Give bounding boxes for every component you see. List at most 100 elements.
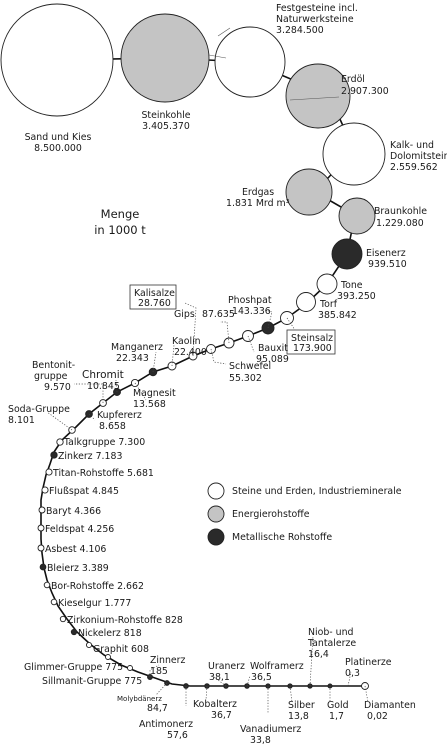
label-steinkohle-name: Steinkohle — [141, 110, 190, 121]
label-asbest: Asbest 4.106 — [45, 544, 106, 555]
label-bor: Bor-Rohstoffe 2.662 — [51, 581, 144, 592]
label-zinkerz: Zinkerz 7.183 — [58, 451, 122, 462]
node-kieselgur — [50, 598, 58, 606]
legend-metall-label: Metallische Rohstoffe — [232, 532, 332, 543]
node-graphit — [85, 641, 93, 649]
box-steinsalz — [286, 329, 336, 355]
label-soda-value: 8.101 — [8, 415, 35, 426]
label-kupfererz-value: 8.658 — [99, 421, 126, 432]
label-molybdaen-value: 84,7 — [147, 703, 168, 714]
node-braunkohle — [338, 197, 376, 235]
label-niob-name: Niob- und — [308, 627, 354, 638]
label-torf-value: 385.842 — [318, 310, 357, 321]
node-sand-und-kies — [0, 3, 114, 117]
node-glimmer — [105, 654, 111, 660]
node-bor — [43, 581, 51, 589]
diagram-title-line1: Menge — [101, 207, 140, 221]
label-braunkohle-name: Braunkohle — [374, 206, 427, 217]
label-silber-name: Silber — [288, 700, 315, 711]
label-diamanten-value: 0,02 — [367, 711, 388, 722]
node-eisenerz — [331, 238, 363, 270]
label-platin-value: 0,3 — [345, 668, 360, 679]
label-zirkonium: Zirkonium-Rohstoffe 828 — [67, 615, 183, 626]
node-flussspat — [41, 486, 49, 494]
label-gips-name: Gips — [174, 309, 195, 320]
label-kieselgur: Kieselgur 1.777 — [58, 598, 131, 609]
label-erdoel-value: 2.907.300 — [341, 86, 389, 97]
label-manganerz-name: Manganerz — [111, 342, 163, 353]
label-talk: Talkgruppe 7.300 — [63, 437, 145, 448]
node-sillimanit — [127, 665, 133, 671]
label-bentonit-name: Bentonit- — [32, 360, 75, 371]
label-schwefel-value: 55.302 — [229, 373, 262, 384]
label-graphit: Graphit 608 — [93, 644, 149, 655]
label-antimon-value: 57,6 — [167, 730, 188, 741]
label-erdoel-name: Erdöl — [341, 74, 365, 85]
label-manganerz-value: 22.343 — [116, 353, 149, 364]
label-flussspat: Flußspat 4.845 — [49, 486, 119, 497]
label-zinnerz-name: Zinnerz — [150, 655, 186, 666]
label-kalk-name2: Dolomitsteine — [390, 151, 447, 162]
legend-stein-swatch — [207, 482, 225, 500]
label-baryt: Baryt 4.366 — [46, 506, 101, 517]
label-magnesit-name: Magnesit — [133, 388, 176, 399]
label-gold-name: Gold — [327, 700, 349, 711]
label-uranerz-name: Uranerz — [208, 661, 245, 672]
label-glimmer: Glimmer-Gruppe 775 — [24, 662, 123, 673]
label-platin-name: Platinerze — [345, 657, 392, 668]
label-phoshpat-value: 143.336 — [232, 306, 271, 317]
label-magnesit-value: 13.568 — [133, 399, 166, 410]
label-bauxit-name: Bauxit — [258, 343, 288, 354]
label-wolfram-value: 36,5 — [251, 672, 272, 683]
node-kalk-und-dolomitsteine — [322, 122, 386, 186]
label-kobalt-value: 36,7 — [211, 710, 232, 721]
label-soda-name: Soda-Gruppe — [8, 404, 70, 415]
label-antimon-name: Antimonerz — [139, 719, 193, 730]
legend-energie-swatch — [207, 505, 225, 523]
label-steinsalz-name: Steinsalz — [291, 333, 333, 344]
legend: Steine und Erden, Industrieminerale Ener… — [207, 482, 402, 546]
node-bleierz — [39, 563, 47, 571]
label-festgesteine-name2: Naturwerksteine — [276, 14, 354, 25]
label-erdgas-name: Erdgas — [242, 187, 274, 198]
label-molybdaen-name: Molybdänerz — [117, 695, 162, 703]
node-talk — [56, 438, 64, 446]
label-sillimanit: Sillmanit-Gruppe 775 — [42, 676, 142, 687]
node-steinkohle — [120, 13, 210, 103]
label-feldspat: Feldspat 4.256 — [45, 524, 114, 535]
label-vanadium-value: 33,8 — [250, 735, 271, 746]
label-niob-value: 16,4 — [308, 649, 329, 660]
legend-energie-label: Energierohstoffe — [232, 509, 310, 520]
node-tone — [316, 273, 338, 295]
label-chromit-value: 10.845 — [87, 381, 120, 392]
label-braunkohle-value: 1.229.080 — [376, 218, 424, 229]
label-silber-value: 13,8 — [288, 711, 309, 722]
node-asbest — [37, 544, 45, 552]
box-kalisalze — [129, 284, 177, 310]
label-kaolin-value: 22.400 — [174, 347, 207, 358]
label-steinsalz-value: 173.900 — [293, 343, 332, 354]
label-kobalt-name: Kobalterz — [193, 699, 237, 710]
label-torf-name: Torf — [319, 299, 338, 310]
label-niob-name2: Tantalerze — [307, 638, 356, 649]
node-feldspat — [37, 524, 45, 532]
legend-metall-swatch — [207, 528, 225, 546]
label-kupfererz-name: Kupfererz — [97, 410, 142, 421]
label-kaolin-name: Kaolin — [172, 336, 201, 347]
label-festgesteine-name: Festgesteine incl. — [276, 3, 358, 14]
label-eisenerz-name: Eisenerz — [366, 248, 406, 259]
label-erdgas-value: 1.831 Mrd m³ — [226, 198, 290, 209]
label-schwefel-name: Schwefel — [229, 361, 271, 372]
small-nodes-group — [37, 311, 369, 690]
label-bentonit-value: 9.570 — [44, 382, 71, 393]
label-sand-value: 8.500.000 — [34, 143, 82, 154]
label-bleierz: Bleierz 3.389 — [47, 563, 109, 574]
label-zinnerz-value: 185 — [150, 666, 168, 677]
label-tone-value: 393.250 — [337, 291, 376, 302]
node-baryt — [38, 506, 46, 514]
label-tone-name: Tone — [340, 280, 363, 291]
node-festgesteine — [214, 26, 286, 98]
legend-stein-label: Steine und Erden, Industrieminerale — [232, 486, 402, 497]
label-bentonit-name2: gruppe — [34, 371, 68, 382]
